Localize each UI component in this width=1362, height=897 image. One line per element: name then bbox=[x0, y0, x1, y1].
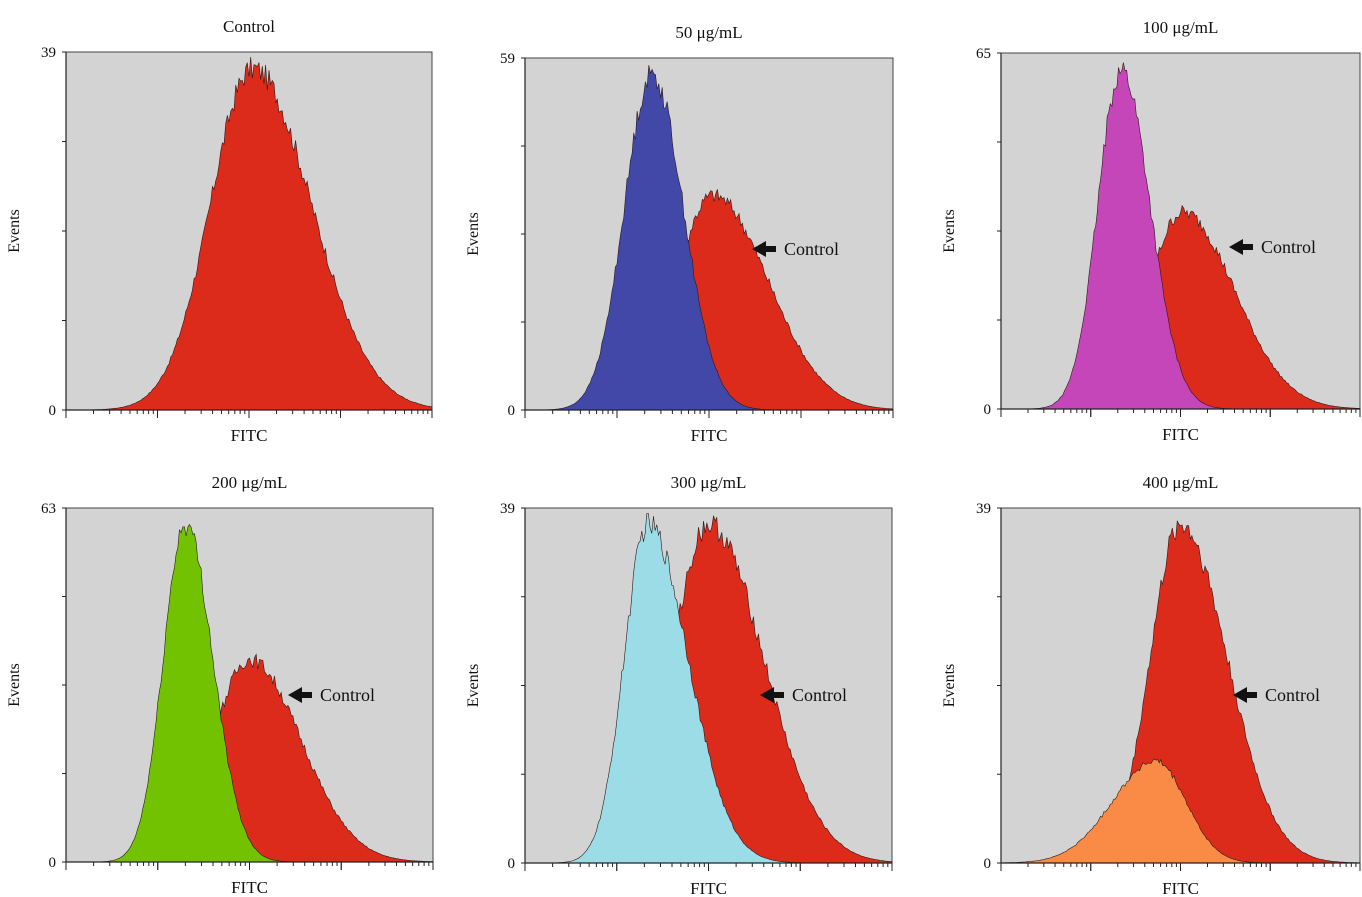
y-tick-label-max: 65 bbox=[976, 46, 991, 62]
histogram-panel-3: 100 μg/mL 0 65 FITC Events Control bbox=[941, 18, 1361, 444]
histogram-panel-2: 50 μg/mL 0 59 FITC Events Control bbox=[465, 23, 894, 445]
y-tick-label-min: 0 bbox=[984, 856, 992, 872]
panel-title: 50 μg/mL bbox=[675, 23, 742, 42]
y-tick-label-min: 0 bbox=[49, 403, 57, 419]
control-annotation: Control bbox=[1265, 685, 1320, 705]
y-axis-label: Events bbox=[465, 212, 482, 256]
y-tick-label-max: 39 bbox=[500, 501, 515, 517]
arrow-shaft bbox=[772, 692, 784, 698]
x-axis-label: FITC bbox=[1162, 425, 1199, 444]
arrow-left-icon bbox=[288, 687, 302, 703]
y-axis-label: Events bbox=[941, 209, 958, 253]
y-tick-label-max: 39 bbox=[976, 501, 991, 517]
histogram-panel-5: 300 μg/mL 0 39 FITC Events Control bbox=[465, 473, 893, 897]
control-histogram bbox=[66, 56, 433, 411]
panel-title: 100 μg/mL bbox=[1143, 18, 1219, 37]
control-annotation: Control bbox=[792, 685, 847, 705]
arrow-left-icon bbox=[1233, 687, 1247, 703]
y-axis-label: Events bbox=[6, 663, 23, 707]
arrow-left-icon bbox=[752, 241, 766, 257]
arrow-left-icon bbox=[1229, 239, 1243, 255]
y-tick-label-min: 0 bbox=[49, 855, 57, 871]
arrow-shaft bbox=[764, 246, 776, 252]
histogram-panel-1: Control 0 39 FITC Events bbox=[6, 17, 433, 445]
y-axis-label: Events bbox=[941, 664, 958, 708]
y-axis-label: Events bbox=[6, 209, 23, 253]
arrow-shaft bbox=[300, 692, 312, 698]
x-axis-label: FITC bbox=[690, 879, 727, 897]
y-tick-label-max: 39 bbox=[41, 45, 56, 61]
arrow-shaft bbox=[1245, 692, 1257, 698]
x-axis-label: FITC bbox=[1162, 879, 1199, 897]
panel-title: 300 μg/mL bbox=[671, 473, 747, 492]
y-tick-label-min: 0 bbox=[984, 402, 992, 418]
panel-title: 200 μg/mL bbox=[212, 473, 288, 492]
control-annotation: Control bbox=[320, 685, 375, 705]
panel-title: Control bbox=[223, 17, 275, 36]
arrow-shaft bbox=[1241, 244, 1253, 250]
y-tick-label-min: 0 bbox=[508, 403, 516, 419]
histogram-panel-6: 400 μg/mL 0 39 FITC Events Control bbox=[941, 473, 1361, 897]
x-axis-label: FITC bbox=[231, 426, 268, 445]
y-tick-label-max: 59 bbox=[500, 51, 515, 67]
control-annotation: Control bbox=[784, 239, 839, 259]
histogram-panel-4: 200 μg/mL 0 63 FITC Events Control bbox=[6, 473, 434, 897]
arrow-left-icon bbox=[760, 687, 774, 703]
y-axis-label: Events bbox=[465, 664, 482, 708]
x-axis-label: FITC bbox=[231, 878, 268, 897]
panel-title: 400 μg/mL bbox=[1143, 473, 1219, 492]
x-axis-label: FITC bbox=[691, 426, 728, 445]
control-annotation: Control bbox=[1261, 237, 1316, 257]
y-tick-label-min: 0 bbox=[508, 856, 516, 872]
y-tick-label-max: 63 bbox=[41, 501, 56, 517]
